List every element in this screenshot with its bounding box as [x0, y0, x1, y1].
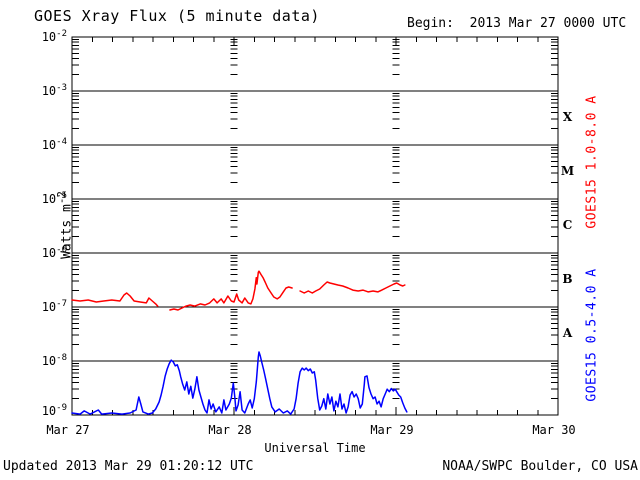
y-tick-label-1e-9: 10-9 — [41, 403, 67, 419]
y-tick-label-1e-8: 10-8 — [41, 353, 67, 369]
y-tick-label-1e-6: 10-6 — [41, 245, 67, 261]
x-tick-label-mar-28: Mar 28 — [208, 423, 252, 437]
updated-timestamp: Updated 2013 Mar 29 01:20:12 UTC — [3, 459, 254, 474]
flare-class-label-m: M — [560, 164, 575, 179]
y-tick-label-1e-7: 10-7 — [41, 299, 67, 315]
flare-class-label-x: X — [562, 110, 573, 125]
goes15-long-channel-line — [299, 281, 406, 294]
x-axis-title: Universal Time — [264, 441, 366, 455]
source-attribution: NOAA/SWPC Boulder, CO USA — [442, 459, 638, 474]
flare-class-label-a: A — [562, 326, 573, 341]
x-tick-label-mar-27: Mar 27 — [46, 423, 90, 437]
y-tick-label-1e-4: 10-4 — [41, 137, 67, 153]
legend-goes15-long-channel-label: GOES15 1.0-8.0 A — [584, 95, 600, 229]
y-tick-label-1e-3: 10-3 — [41, 83, 67, 99]
goes15-long-channel-line — [71, 292, 159, 307]
flare-class-label-c: C — [562, 218, 573, 233]
begin-time-label: Begin: 2013 Mar 27 0000 UTC — [407, 16, 627, 31]
goes15-long-channel-line — [169, 270, 293, 311]
flare-class-label-b: B — [562, 272, 573, 287]
x-tick-label-mar-29: Mar 29 — [370, 423, 414, 437]
goes15-short-channel-line — [71, 351, 408, 415]
page-title: GOES Xray Flux (5 minute data) — [34, 7, 320, 25]
y-tick-label-1e-2: 10-2 — [41, 29, 67, 45]
x-tick-label-mar-30: Mar 30 — [532, 423, 576, 437]
legend-goes15-short-channel-label: GOES15 0.5-4.0 A — [584, 268, 600, 402]
y-tick-label-1e-5: 10-5 — [41, 191, 67, 207]
